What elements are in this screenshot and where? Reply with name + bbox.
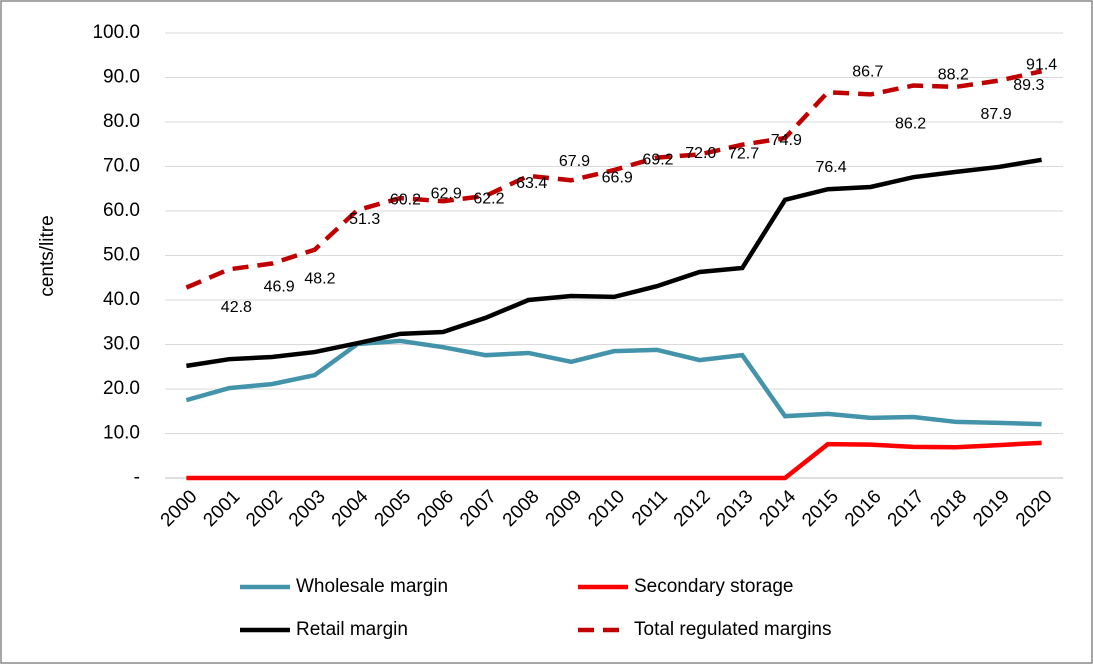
data-label: 63.4 [516, 175, 547, 192]
y-tick-label: - [134, 467, 140, 488]
line-series [186, 440, 1042, 481]
data-label: 72.0 [685, 145, 716, 162]
data-label: 42.8 [221, 299, 252, 316]
y-tick-label: 80.0 [103, 111, 140, 132]
line-series [186, 157, 1042, 369]
y-tick-label: 90.0 [103, 67, 140, 88]
data-label: 91.4 [1026, 56, 1057, 73]
data-label: 72.7 [728, 146, 759, 163]
data-label: 76.4 [815, 159, 846, 176]
legend-label: Total regulated margins [634, 619, 832, 640]
data-label: 69.2 [642, 151, 673, 168]
legend-label: Wholesale margin [296, 576, 448, 597]
line-series [185, 338, 1042, 427]
data-label: 60.2 [390, 191, 421, 208]
y-tick-label: 10.0 [103, 423, 140, 444]
y-axis-label: cents/litre [37, 215, 58, 296]
data-label: 66.9 [602, 170, 633, 187]
data-label: 67.9 [559, 153, 590, 170]
data-label: 62.2 [473, 190, 504, 207]
data-label: 51.3 [349, 211, 380, 228]
y-tick-label: 50.0 [103, 245, 140, 266]
legend-label: Secondary storage [634, 576, 794, 597]
y-tick-label: 100.0 [92, 22, 140, 43]
y-tick-label: 70.0 [103, 156, 140, 177]
data-label: 74.9 [771, 132, 802, 149]
line-series [185, 69, 1043, 290]
data-label: 87.9 [981, 106, 1012, 123]
data-label: 88.2 [938, 67, 969, 84]
data-label: 48.2 [304, 271, 335, 288]
y-tick-label: 20.0 [103, 378, 140, 399]
data-label: 86.2 [895, 116, 926, 133]
data-label: 86.7 [852, 63, 883, 80]
data-label: 46.9 [264, 279, 295, 296]
data-label: 89.3 [1013, 77, 1044, 94]
y-tick-label: 30.0 [103, 334, 140, 355]
legend-label: Retail margin [296, 619, 408, 640]
data-label: 62.9 [431, 185, 462, 202]
y-tick-label: 40.0 [103, 289, 140, 310]
y-tick-label: 60.0 [103, 200, 140, 221]
